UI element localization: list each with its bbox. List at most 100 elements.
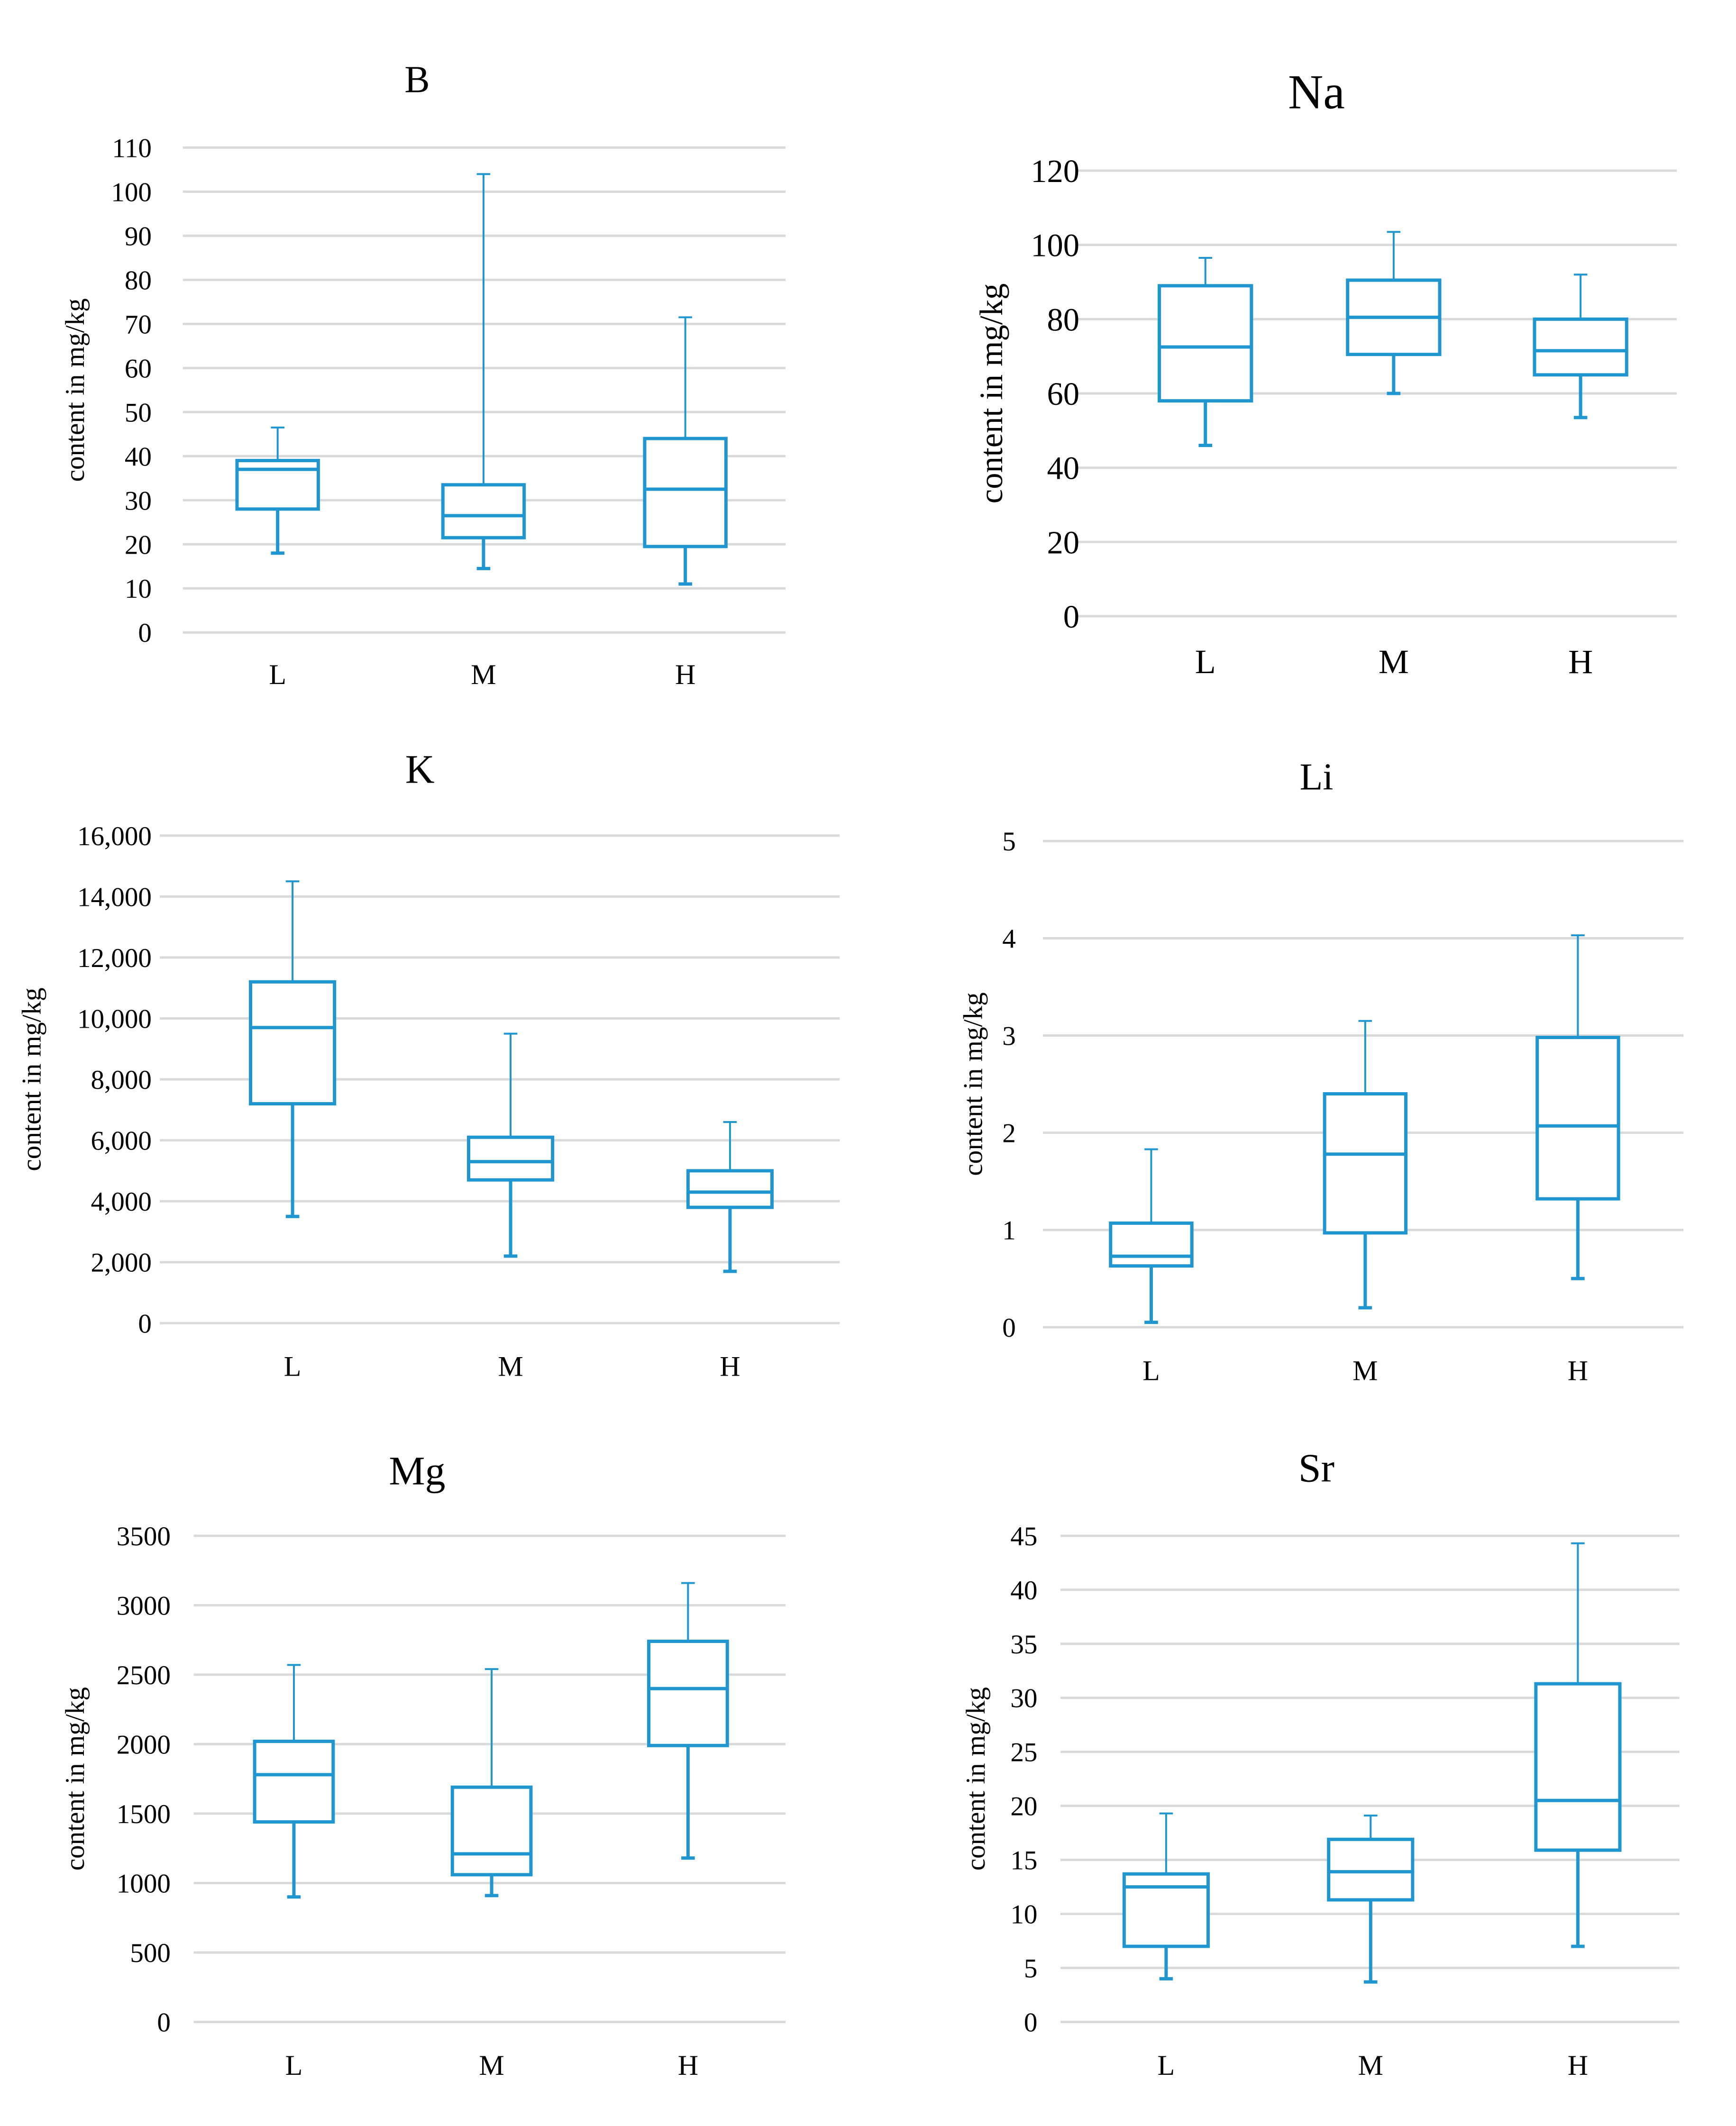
- x-category-label-h: H: [678, 2050, 698, 2081]
- y-tick-label: 2: [1002, 1119, 1016, 1149]
- y-tick-label: 10,000: [77, 1004, 152, 1034]
- y-tick-label: 45: [1010, 1522, 1037, 1551]
- box-h: [686, 1121, 774, 1273]
- box-h: [643, 316, 728, 586]
- y-axis-label: content in mg/kg: [958, 992, 988, 1176]
- y-tick-label: 30: [125, 486, 152, 516]
- y-tick-label: 80: [125, 265, 152, 295]
- box-iqr: [686, 1169, 774, 1209]
- x-category-label-m: M: [471, 659, 496, 690]
- y-tick-label: 20: [1047, 524, 1079, 560]
- panel-sr: 0 5 10 15 20 25 30 35 40 45 Sr content in mg/kg L M H: [961, 1446, 1680, 2081]
- y-tick-label: 80: [1047, 301, 1079, 338]
- y-tick-label: 3500: [117, 1522, 171, 1551]
- y-tick-label: 30: [1010, 1684, 1037, 1714]
- box-iqr: [1533, 317, 1628, 377]
- x-category-label-h: H: [1568, 2050, 1588, 2081]
- x-category-label-l: L: [284, 1351, 302, 1382]
- box-h: [1533, 274, 1628, 420]
- box-l: [249, 880, 337, 1218]
- box-m: [467, 1032, 555, 1258]
- y-tick-label: 1500: [117, 1799, 171, 1829]
- x-category-label-l: L: [1142, 1355, 1160, 1386]
- y-tick-label: 1: [1002, 1216, 1016, 1246]
- y-tick-label: 20: [125, 530, 152, 560]
- y-tick-label: 3: [1002, 1021, 1016, 1051]
- chart-title-b: B: [404, 59, 429, 100]
- y-tick-label: 2,000: [91, 1248, 152, 1278]
- y-tick-label: 10: [125, 574, 152, 604]
- y-tick-label: 2500: [117, 1661, 171, 1690]
- y-tick-label: 35: [1010, 1630, 1037, 1660]
- box-iqr: [1534, 1682, 1622, 1852]
- y-axis-label: content in mg/kg: [17, 987, 47, 1171]
- chart-title-na: Na: [1288, 65, 1345, 119]
- y-axis-label: content in mg/kg: [961, 1687, 991, 1871]
- y-tick-label: 0: [1024, 2008, 1038, 2038]
- x-category-label-m: M: [479, 2050, 504, 2081]
- y-tick-label: 6,000: [91, 1126, 152, 1156]
- y-tick-label: 16,000: [77, 821, 152, 851]
- x-category-label-h: H: [675, 659, 695, 690]
- y-tick-label: 90: [125, 221, 152, 251]
- y-tick-label: 2000: [117, 1730, 171, 1760]
- box-iqr: [253, 1740, 335, 1824]
- box-h: [1535, 934, 1620, 1280]
- y-tick-label: 50: [125, 398, 152, 428]
- y-tick-label: 40: [1010, 1576, 1037, 1606]
- y-tick-label: 0: [1063, 599, 1079, 635]
- x-category-label-l: L: [285, 2050, 303, 2081]
- y-tick-label: 15: [1010, 1846, 1037, 1876]
- box-iqr: [647, 1640, 729, 1747]
- y-tick-label: 3000: [117, 1591, 171, 1621]
- chart-title-sr: Sr: [1298, 1446, 1334, 1491]
- chart-title-k: K: [405, 747, 435, 792]
- x-category-label-l: L: [269, 659, 286, 690]
- box-m: [441, 173, 526, 570]
- box-m: [1323, 1020, 1408, 1310]
- y-tick-label: 110: [112, 133, 152, 163]
- box-m: [450, 1668, 533, 1898]
- y-axis-label: content in mg/kg: [60, 298, 90, 482]
- y-tick-label: 70: [125, 310, 152, 339]
- box-iqr: [1323, 1092, 1408, 1235]
- box-h: [647, 1582, 729, 1860]
- box-iqr: [1535, 1036, 1620, 1201]
- x-category-label-m: M: [498, 1351, 523, 1382]
- y-tick-label: 60: [125, 354, 152, 383]
- x-category-label-m: M: [1379, 643, 1409, 681]
- panel-na: 0 20 40 60 80 100 120 Na content in mg/kg L M H: [973, 65, 1677, 681]
- y-tick-label: 5: [1002, 827, 1016, 857]
- x-category-label-h: H: [1568, 643, 1593, 681]
- y-axis-label: content in mg/kg: [973, 283, 1009, 504]
- y-tick-label: 4: [1002, 924, 1016, 954]
- box-m: [1346, 231, 1442, 395]
- box-l: [1109, 1148, 1194, 1324]
- box-iqr: [1158, 284, 1253, 403]
- chart-title-mg: Mg: [389, 1448, 445, 1493]
- y-tick-label: 25: [1010, 1738, 1037, 1768]
- y-tick-label: 1000: [117, 1869, 171, 1898]
- x-category-label-m: M: [1358, 2050, 1383, 2081]
- panel-mg: 0 500 1000 1500 2000 2500 3000 3500 Mg content in…: [60, 1448, 786, 2081]
- y-tick-label: 10: [1010, 1900, 1037, 1930]
- y-tick-label: 100: [111, 177, 152, 207]
- x-category-label-h: H: [720, 1351, 740, 1382]
- box-iqr: [249, 980, 337, 1105]
- box-l: [1122, 1812, 1210, 1980]
- y-tick-label: 40: [125, 442, 152, 472]
- y-tick-label: 500: [130, 1938, 171, 1968]
- y-tick-label: 0: [157, 2008, 171, 2038]
- box-h: [1534, 1542, 1622, 1948]
- panel-k: 0 2,000 4,000 6,000 8,000 10,000 12,000 14,000 1…: [17, 747, 840, 1382]
- panel-li: 0 1 2 3 4 5 Li content in mg/kg L M H: [958, 757, 1684, 1386]
- y-axis-label: content in mg/kg: [60, 1687, 90, 1871]
- box-iqr: [450, 1785, 533, 1877]
- y-tick-label: 14,000: [77, 882, 152, 912]
- x-category-label-h: H: [1568, 1355, 1588, 1386]
- y-tick-label: 60: [1047, 376, 1079, 412]
- box-iqr: [467, 1135, 555, 1182]
- x-category-label-l: L: [1195, 643, 1216, 681]
